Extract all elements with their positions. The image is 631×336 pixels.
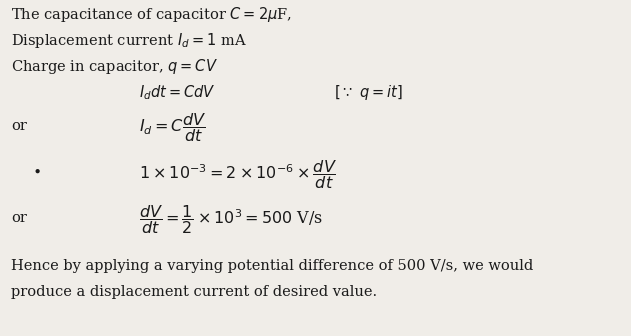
Text: $[\because\ q = it]$: $[\because\ q = it]$ bbox=[334, 83, 403, 102]
Text: $\dfrac{dV}{dt} = \dfrac{1}{2} \times 10^3 = 500$ V/s: $\dfrac{dV}{dt} = \dfrac{1}{2} \times 10… bbox=[139, 203, 323, 236]
Text: The capacitance of capacitor $C = 2\mu$F,: The capacitance of capacitor $C = 2\mu$F… bbox=[11, 5, 292, 24]
Text: $1 \times 10^{-3} = 2 \times 10^{-6} \times \dfrac{dV}{dt}$: $1 \times 10^{-3} = 2 \times 10^{-6} \ti… bbox=[139, 158, 337, 191]
Text: Hence by applying a varying potential difference of 500 V/s, we would: Hence by applying a varying potential di… bbox=[11, 259, 534, 274]
Text: Charge in capacitor, $q = CV$: Charge in capacitor, $q = CV$ bbox=[11, 57, 218, 76]
Text: $\bullet$: $\bullet$ bbox=[32, 163, 40, 177]
Text: $I_d = C\dfrac{dV}{dt}$: $I_d = C\dfrac{dV}{dt}$ bbox=[139, 111, 206, 144]
Text: Displacement current $I_d = 1$ mA: Displacement current $I_d = 1$ mA bbox=[11, 31, 247, 50]
Text: or: or bbox=[11, 119, 27, 133]
Text: $I_d dt = CdV$: $I_d dt = CdV$ bbox=[139, 83, 215, 102]
Text: or: or bbox=[11, 211, 27, 225]
Text: produce a displacement current of desired value.: produce a displacement current of desire… bbox=[11, 285, 377, 299]
